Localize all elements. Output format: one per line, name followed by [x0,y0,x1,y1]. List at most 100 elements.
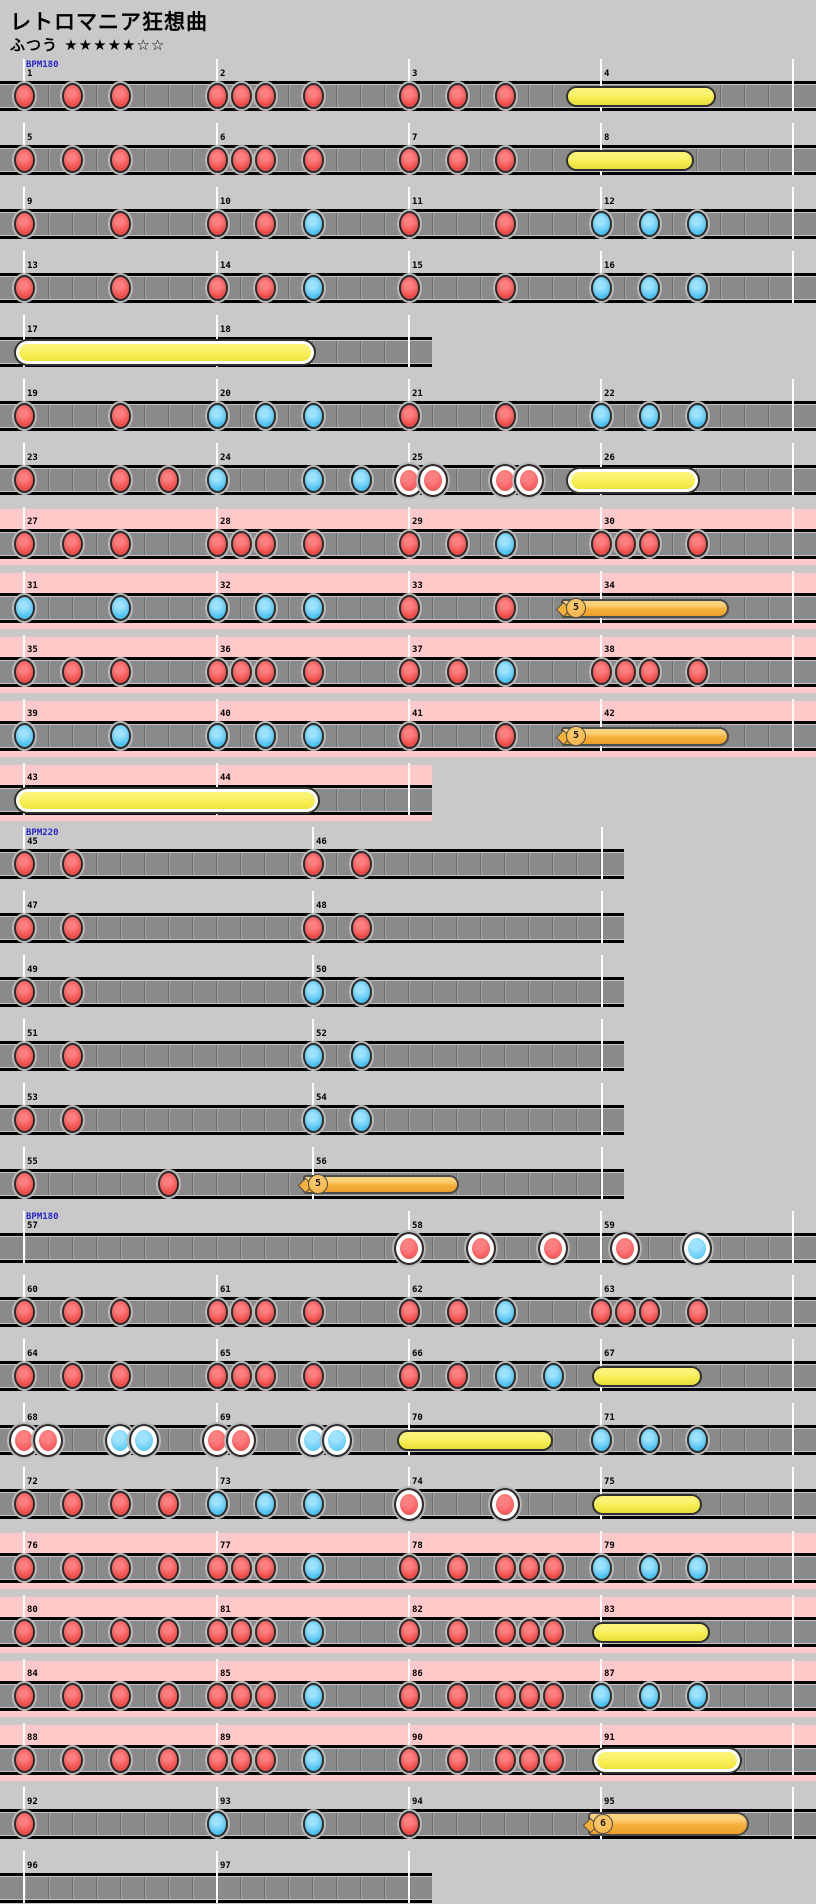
beat-grid-line [192,597,194,619]
ka-note [590,211,612,237]
don-note [350,851,372,877]
beat-grid-line [528,1301,530,1323]
beat-grid-line [288,533,290,555]
measure-number: 83 [604,1605,615,1615]
barline [792,443,794,495]
measure-number: 39 [27,709,38,719]
ka-note [302,275,324,301]
beat-grid-line [768,213,770,235]
beat-grid-line [432,533,434,555]
beat-grid-line [528,213,530,235]
measure-number: 54 [316,1093,327,1103]
ka-note [302,1811,324,1837]
beat-grid-line [144,1493,146,1515]
beat-grid-line [384,405,386,427]
beat-grid-line [360,1365,362,1387]
barline [792,1211,794,1263]
don-note [13,531,35,557]
beat-grid-line [528,1493,530,1515]
beat-grid-line [552,917,554,939]
don-note [518,1747,540,1773]
don-note [206,275,228,301]
beat-grid-line [96,1109,98,1131]
beat-grid-line [456,853,458,875]
don-note [206,1747,228,1773]
beat-grid-line [144,1045,146,1067]
measure-number: 28 [220,517,231,527]
beat-grid-line [672,405,674,427]
beat-grid-line [48,597,50,619]
beat-grid-line [576,277,578,299]
beat-grid-line [192,149,194,171]
beat-grid-line [120,1045,122,1067]
don-note [254,275,276,301]
beat-grid-line [168,85,170,107]
ka-note [494,1299,516,1325]
don-note [13,1619,35,1645]
measure-number: 9 [27,197,33,207]
ka-note [302,403,324,429]
beat-grid-line [504,1109,506,1131]
beat-grid-line [48,1045,50,1067]
measure-number: 60 [27,1285,38,1295]
beat-grid-line [408,1045,410,1067]
beat-grid-line [528,597,530,619]
ka-note [206,1491,228,1517]
beat-grid-line [456,1237,458,1259]
beat-grid-line [576,853,578,875]
beat-grid-line [336,1685,338,1707]
beat-grid-line [192,661,194,683]
beat-grid-line [768,1685,770,1707]
barline [792,507,794,559]
don-note [109,1619,131,1645]
don-note [398,1299,420,1325]
measure-number: 93 [220,1797,231,1807]
beat-grid-line [144,853,146,875]
ka-note [350,467,372,493]
beat-grid-line [624,277,626,299]
ka-note [638,403,660,429]
barline [600,1467,602,1519]
measure-number: 19 [27,389,38,399]
beat-grid-line [672,661,674,683]
beat-grid-line [624,213,626,235]
beat-grid-line [768,149,770,171]
beat-grid-line [336,1877,338,1899]
don-note [446,659,468,685]
ka-note [638,275,660,301]
drumroll-bar [566,85,716,107]
beat-grid-line [480,1173,482,1195]
beat-grid-line [168,277,170,299]
beat-grid-line [144,1813,146,1835]
big-don-note [490,1487,520,1521]
ka-note [302,1747,324,1773]
measure-number: 81 [220,1605,231,1615]
beat-grid-line [96,1301,98,1323]
measure-number: 25 [412,453,423,463]
ka-note [254,595,276,621]
don-note [206,1363,228,1389]
don-note [13,275,35,301]
beat-grid-line [744,1301,746,1323]
don-note [614,1299,636,1325]
beat-grid-line [528,1173,530,1195]
don-note [686,659,708,685]
beat-grid-line [360,597,362,619]
beat-grid-line [48,1365,50,1387]
beat-grid-line [192,1813,194,1835]
measure-number: 84 [27,1669,38,1679]
beat-grid-line [432,725,434,747]
beat-grid-line [144,1621,146,1643]
barline [792,59,794,111]
beat-grid-line [480,1109,482,1131]
don-note [109,83,131,109]
beat-grid-line [144,1173,146,1195]
don-note [206,83,228,109]
big-ka-note [682,1231,712,1265]
measure-number: 73 [220,1477,231,1487]
beat-grid-line [264,1173,266,1195]
don-note [302,851,324,877]
beat-grid-line [744,1365,746,1387]
don-note [494,1683,516,1709]
measure-number: 61 [220,1285,231,1295]
